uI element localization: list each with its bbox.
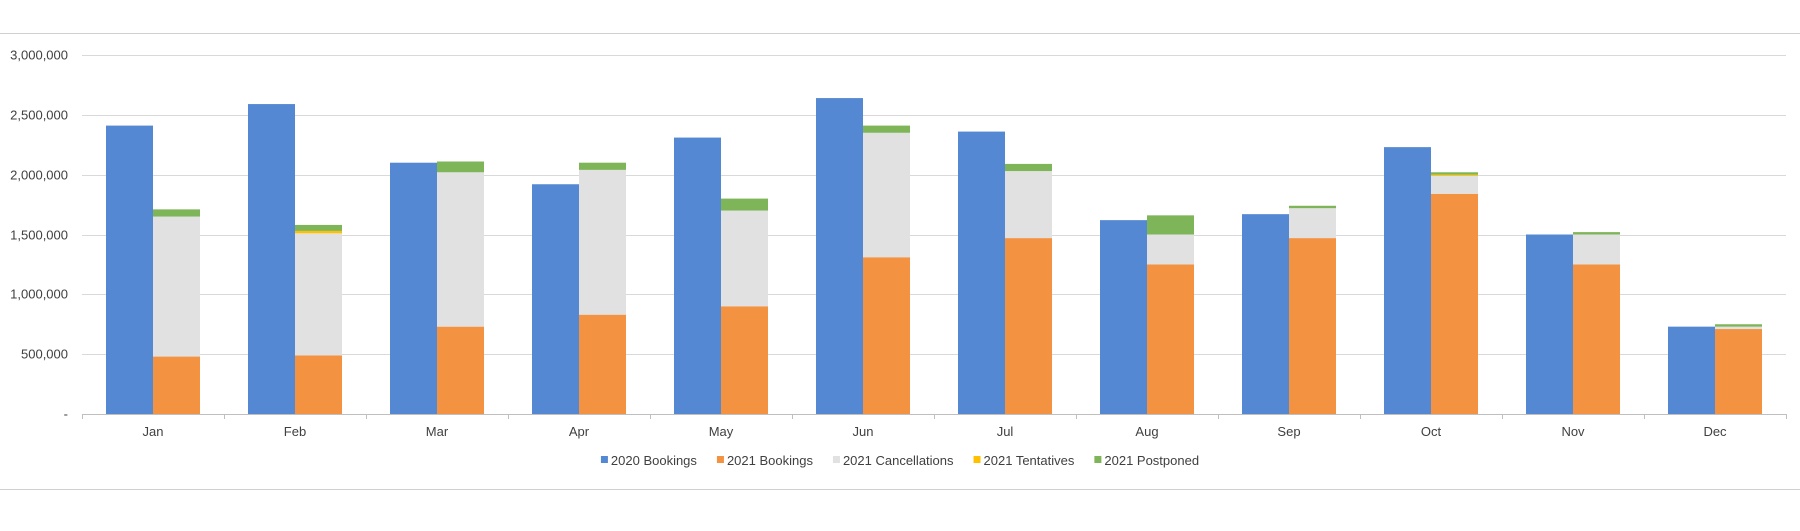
legend-swatch <box>832 456 840 463</box>
x-tick-label: Apr <box>569 424 590 439</box>
bar-2021-cancellations-sep <box>1289 208 1336 239</box>
y-axis-tick-labels: - 500,000 1,000,000 1,500,000 2,000,000 2,500… <box>10 48 68 422</box>
x-tick-label: Aug <box>1135 424 1158 439</box>
bar-2020-bookings-aug <box>1100 220 1147 414</box>
y-tick-label: 1,500,000 <box>10 228 68 243</box>
y-tick-label: 500,000 <box>21 347 68 362</box>
bar-2021-postponed-apr <box>579 162 626 170</box>
bar-2020-bookings-jun <box>816 98 863 414</box>
bar-2021-postponed-mar <box>437 161 484 173</box>
bar-2021-bookings-oct <box>1431 193 1478 414</box>
bar-2021-bookings-mar <box>437 326 484 414</box>
legend-item-2021-bookings: 2021 Bookings <box>716 453 814 468</box>
legend-label: 2021 Tentatives <box>984 453 1075 468</box>
bar-2021-bookings-may <box>721 306 768 414</box>
legend-item-2021-cancellations: 2021 Cancellations <box>832 453 954 468</box>
bar-2020-bookings-dec <box>1668 326 1715 414</box>
bar-2021-postponed-dec <box>1715 324 1762 327</box>
x-axis-tick-labels: Jan Feb Mar Apr May Jun Jul Aug Sep Oct Nov Dec <box>143 424 1728 439</box>
legend-swatch <box>716 456 724 463</box>
bar-2020-bookings-jan <box>106 125 153 414</box>
bar-2021-cancellations-jul <box>1005 171 1052 239</box>
legend-item-2021-tentatives: 2021 Tentatives <box>973 453 1075 468</box>
y-tick-label: 2,500,000 <box>10 108 68 123</box>
bar-2021-postponed-sep <box>1289 205 1336 209</box>
bar-2021-bookings-dec <box>1715 329 1762 414</box>
bar-2021-cancellations-nov <box>1573 234 1620 265</box>
bar-2020-bookings-may <box>674 137 721 414</box>
legend-item-2020-bookings: 2020 Bookings <box>600 453 698 468</box>
bar-2020-bookings-sep <box>1242 214 1289 414</box>
bar-2021-tentatives-feb <box>295 230 342 234</box>
bar-2021-bookings-jul <box>1005 238 1052 414</box>
x-axis <box>82 414 1787 419</box>
legend-label: 2021 Cancellations <box>843 453 954 468</box>
x-tick-label: Feb <box>284 424 306 439</box>
bar-2021-tentatives-oct <box>1431 174 1478 176</box>
bar-2021-bookings-nov <box>1573 264 1620 414</box>
x-tick-label: May <box>709 424 734 439</box>
bar-2020-bookings-feb <box>248 104 295 414</box>
bar-2021-bookings-jan <box>153 356 200 414</box>
bar-2020-bookings-nov <box>1526 234 1573 414</box>
bar-2021-postponed-oct <box>1431 172 1478 175</box>
bar-2021-cancellations-dec <box>1715 326 1762 330</box>
bar-2020-bookings-jul <box>958 131 1005 414</box>
bar-2021-postponed-jul <box>1005 163 1052 172</box>
bar-2021-postponed-feb <box>295 224 342 231</box>
x-tick-label: Sep <box>1277 424 1300 439</box>
bar-2021-cancellations-may <box>721 210 768 307</box>
y-tick-label: 3,000,000 <box>10 48 68 63</box>
legend: 2020 Bookings 2021 Bookings 2021 Cancellat… <box>600 453 1199 468</box>
x-tick-label: Jul <box>997 424 1014 439</box>
legend-swatch <box>973 456 981 463</box>
gridlines <box>82 55 1786 355</box>
bar-2021-cancellations-oct <box>1431 175 1478 194</box>
x-tick-label: Jan <box>143 424 164 439</box>
bar-2021-postponed-aug <box>1147 215 1194 235</box>
bar-2021-cancellations-jan <box>153 216 200 357</box>
bar-2021-postponed-nov <box>1573 232 1620 235</box>
legend-label: 2021 Postponed <box>1104 453 1199 468</box>
bar-2020-bookings-oct <box>1384 147 1431 414</box>
y-tick-label: 1,000,000 <box>10 287 68 302</box>
legend-label: 2021 Bookings <box>727 453 814 468</box>
bar-2020-bookings-mar <box>390 162 437 414</box>
y-tick-label: - <box>64 407 68 422</box>
bar-2021-bookings-jun <box>863 257 910 414</box>
bar-2020-bookings-apr <box>532 184 579 414</box>
bar-2021-postponed-jan <box>153 209 200 217</box>
bar-2021-postponed-jun <box>863 125 910 133</box>
x-tick-label: Jun <box>853 424 874 439</box>
legend-label: 2020 Bookings <box>611 453 698 468</box>
x-tick-label: Mar <box>426 424 449 439</box>
legend-swatch <box>600 456 608 463</box>
bar-2021-bookings-sep <box>1289 238 1336 414</box>
bar-2021-bookings-aug <box>1147 264 1194 414</box>
x-tick-label: Dec <box>1703 424 1727 439</box>
bar-2021-bookings-apr <box>579 314 626 414</box>
bar-2021-postponed-may <box>721 198 768 211</box>
legend-swatch <box>1094 456 1102 463</box>
x-tick-label: Oct <box>1421 424 1442 439</box>
bars <box>106 98 1762 414</box>
bar-2021-cancellations-apr <box>579 169 626 315</box>
bar-2021-cancellations-feb <box>295 233 342 356</box>
bar-2021-bookings-feb <box>295 355 342 414</box>
y-tick-label: 2,000,000 <box>10 168 68 183</box>
x-tick-label: Nov <box>1561 424 1585 439</box>
bar-2021-cancellations-mar <box>437 172 484 327</box>
legend-item-2021-postponed: 2021 Postponed <box>1094 453 1199 468</box>
bar-2021-cancellations-jun <box>863 132 910 258</box>
bar-2021-cancellations-aug <box>1147 234 1194 265</box>
